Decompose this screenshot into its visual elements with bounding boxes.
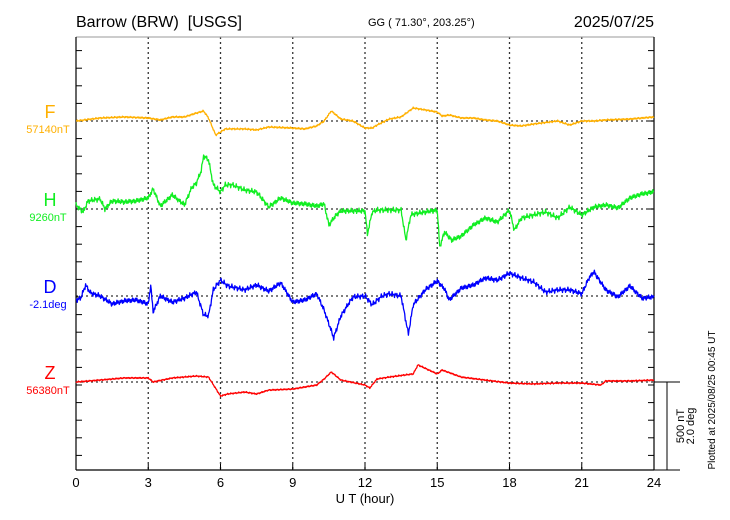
chart-title: Barrow (BRW) [USGS] bbox=[76, 14, 242, 31]
trace-h bbox=[75, 154, 655, 247]
x-tick-label: 9 bbox=[289, 475, 296, 490]
chart-subtitle: GG ( 71.30°, 203.25°) bbox=[368, 17, 475, 29]
x-tick-label: 15 bbox=[430, 475, 444, 490]
scale-nt-label: 500 nT bbox=[675, 409, 687, 444]
series-traces bbox=[75, 106, 655, 398]
series-name-h: H bbox=[44, 190, 57, 210]
series-name-d: D bbox=[44, 277, 57, 297]
series-name-z: Z bbox=[45, 363, 56, 383]
chart-date: 2025/07/25 bbox=[574, 14, 654, 31]
series-baseline-h: 9260nT bbox=[29, 212, 67, 224]
grid bbox=[76, 37, 654, 470]
x-tick-label: 24 bbox=[647, 475, 661, 490]
trace-z bbox=[75, 364, 655, 398]
x-tick-label: 12 bbox=[358, 475, 372, 490]
axes bbox=[75, 36, 655, 471]
x-tick-label: 21 bbox=[575, 475, 589, 490]
x-tick-label: 6 bbox=[217, 475, 224, 490]
x-tick-labels: 0 3 6 9 12 15 18 21 24 bbox=[72, 475, 661, 490]
x-tick-label: 0 bbox=[72, 475, 79, 490]
series-baseline-f: 57140nT bbox=[26, 124, 70, 136]
series-labels: F 57140nT H 9260nT D -2.1deg Z 56380nT bbox=[26, 102, 70, 397]
series-name-f: F bbox=[45, 102, 56, 122]
trace-f bbox=[75, 106, 655, 137]
series-baseline-z: 56380nT bbox=[26, 385, 70, 397]
x-tick-label: 18 bbox=[502, 475, 516, 490]
series-baseline-d: -2.1deg bbox=[29, 299, 66, 311]
plotted-at-footer: Plotted at 2025/08/25 00:45 UT bbox=[707, 331, 718, 470]
x-tick-label: 3 bbox=[145, 475, 152, 490]
scale-deg-label: 2.0 deg bbox=[685, 408, 697, 445]
x-axis-label: U T (hour) bbox=[336, 491, 395, 506]
scale-bar: 500 nT 2.0 deg bbox=[654, 381, 697, 471]
trace-d bbox=[75, 269, 655, 341]
